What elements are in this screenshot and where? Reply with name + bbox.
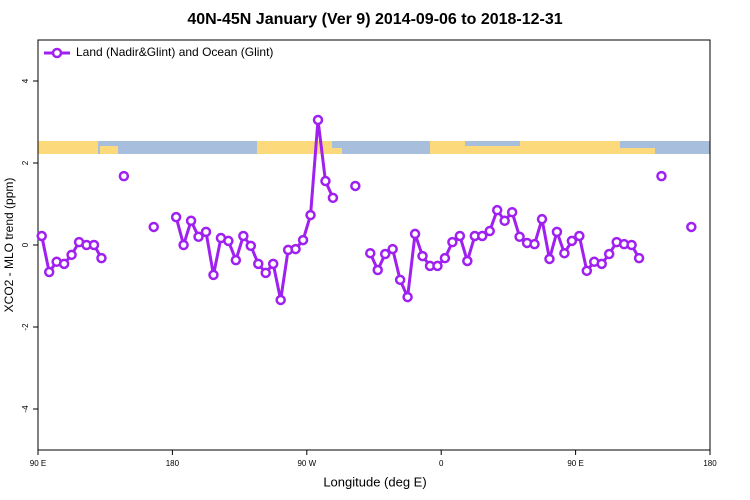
x-axis-label: Longitude (deg E) [323, 474, 426, 489]
y-tick-label: 0 [21, 242, 30, 247]
point [596, 258, 607, 270]
x-tick-label: 180 [703, 459, 717, 468]
point [66, 249, 77, 261]
point [394, 274, 406, 286]
point [350, 180, 361, 192]
land-band [100, 146, 118, 154]
point [88, 239, 100, 251]
point [499, 215, 510, 227]
y-tick-label: 4 [21, 78, 30, 83]
land-band [332, 148, 342, 154]
point [633, 252, 645, 264]
point [566, 235, 578, 247]
point [245, 240, 257, 252]
point [402, 291, 413, 303]
point [36, 230, 47, 242]
point [551, 226, 563, 238]
point [432, 260, 443, 272]
point [297, 234, 309, 246]
point [506, 206, 518, 218]
point [484, 225, 495, 237]
point [230, 254, 242, 266]
point [536, 213, 548, 225]
point [514, 231, 525, 243]
point [574, 230, 585, 242]
y-axis-label: XCO2 - MLO trend (ppm) [2, 178, 16, 313]
x-tick-label: 90 E [567, 459, 583, 468]
y-tick-label: -2 [21, 323, 30, 331]
point [312, 114, 324, 126]
y-tick-label: 2 [21, 160, 30, 165]
chart-title: 40N-45N January (Ver 9) 2014-09-06 to 20… [187, 11, 562, 28]
point [223, 235, 234, 247]
land-band [520, 141, 620, 154]
x-tick-label: 180 [166, 459, 180, 468]
point [626, 239, 637, 251]
point [193, 231, 204, 243]
point [148, 221, 159, 233]
point [290, 243, 301, 255]
point [267, 258, 279, 270]
legend-label: Land (Nadir&Glint) and Ocean (Glint) [76, 45, 273, 59]
point [686, 221, 697, 233]
point [185, 215, 197, 227]
point [118, 170, 130, 182]
point [491, 204, 503, 216]
point [477, 230, 488, 242]
point [178, 239, 189, 251]
point [387, 243, 398, 255]
point [253, 258, 264, 270]
point [462, 255, 473, 267]
point [447, 236, 458, 248]
point [58, 258, 70, 270]
point [417, 250, 428, 262]
point [238, 230, 249, 242]
point [43, 266, 55, 278]
point [581, 265, 593, 277]
land-band [257, 141, 332, 154]
point [379, 248, 391, 260]
x-tick-label: 90 W [297, 459, 316, 468]
land-band [620, 148, 655, 154]
point [454, 230, 466, 242]
point [409, 228, 421, 240]
point [656, 170, 667, 182]
point [260, 267, 271, 279]
land-ocean-strip [38, 141, 710, 154]
legend-marker [51, 47, 63, 59]
point [320, 175, 331, 187]
point [559, 247, 570, 259]
point [96, 252, 107, 264]
point [327, 192, 339, 204]
point [170, 211, 182, 223]
point [208, 269, 219, 281]
land-band [465, 146, 525, 154]
point [275, 294, 286, 306]
point [365, 247, 376, 259]
land-band [430, 141, 465, 154]
point [305, 209, 316, 221]
point [544, 253, 555, 265]
x-tick-label: 0 [439, 459, 444, 468]
point [372, 264, 383, 276]
point [439, 252, 451, 264]
point [529, 238, 540, 250]
x-tick-label: 90 E [30, 459, 46, 468]
y-tick-label: -4 [21, 405, 30, 413]
land-band [38, 141, 98, 154]
point [200, 226, 212, 238]
point [603, 248, 615, 260]
